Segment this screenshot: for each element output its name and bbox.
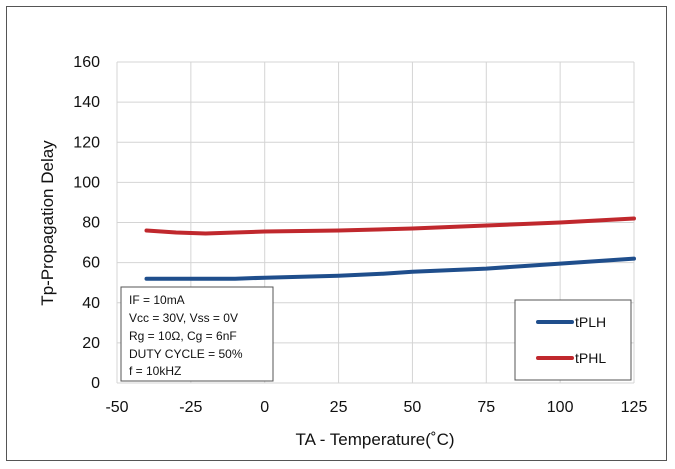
condition-rg: Rg = 10Ω, Cg = 6nF: [129, 329, 237, 343]
x-tick-label: -25: [179, 399, 202, 416]
condition-vcc: Vcc = 30V, Vss = 0V: [129, 311, 238, 325]
y-tick-label: 20: [82, 335, 100, 352]
x-tick-label: 75: [477, 399, 495, 416]
chart-frame: [6, 6, 667, 461]
y-tick-label: 120: [73, 134, 100, 151]
condition-if: IF = 10mA: [129, 293, 185, 307]
series-line-tplh: [144, 256, 636, 281]
y-tick-label: 80: [82, 215, 100, 232]
legend-label-tphl: tPHL: [575, 350, 606, 366]
y-tick-label: 60: [82, 255, 100, 272]
condition-duty-cycle: DUTY CYCLE = 50%: [129, 347, 243, 361]
x-tick-label: 50: [404, 399, 422, 416]
x-tick-label: -50: [105, 399, 128, 416]
y-tick-label: 140: [73, 94, 100, 111]
x-tick-label: 0: [260, 399, 269, 416]
y-tick-label: 40: [82, 295, 100, 312]
x-tick-label: 125: [621, 399, 648, 416]
y-axis-title: Tp-Propagation Delay: [38, 140, 57, 306]
legend: tPLH tPHL: [514, 299, 632, 381]
legend-label-tplh: tPLH: [575, 314, 606, 330]
x-tick-labels: -50 -25 0 25 50 75 100 125: [105, 399, 647, 416]
x-axis-title: TA - Temperature(˚C): [295, 430, 454, 449]
series-line-tphl: [144, 216, 636, 236]
condition-frequency: f = 10kHZ: [129, 364, 181, 378]
series-lines: [144, 216, 636, 281]
y-tick-labels: 0 20 40 60 80 100 120 140 160: [73, 54, 100, 392]
x-tick-label: 100: [547, 399, 574, 416]
y-tick-label: 0: [91, 375, 100, 392]
x-tick-label: 25: [330, 399, 348, 416]
y-tick-label: 100: [73, 174, 100, 191]
y-tick-label: 160: [73, 54, 100, 71]
conditions-box: IF = 10mA Vcc = 30V, Vss = 0V Rg = 10Ω, …: [120, 286, 274, 382]
